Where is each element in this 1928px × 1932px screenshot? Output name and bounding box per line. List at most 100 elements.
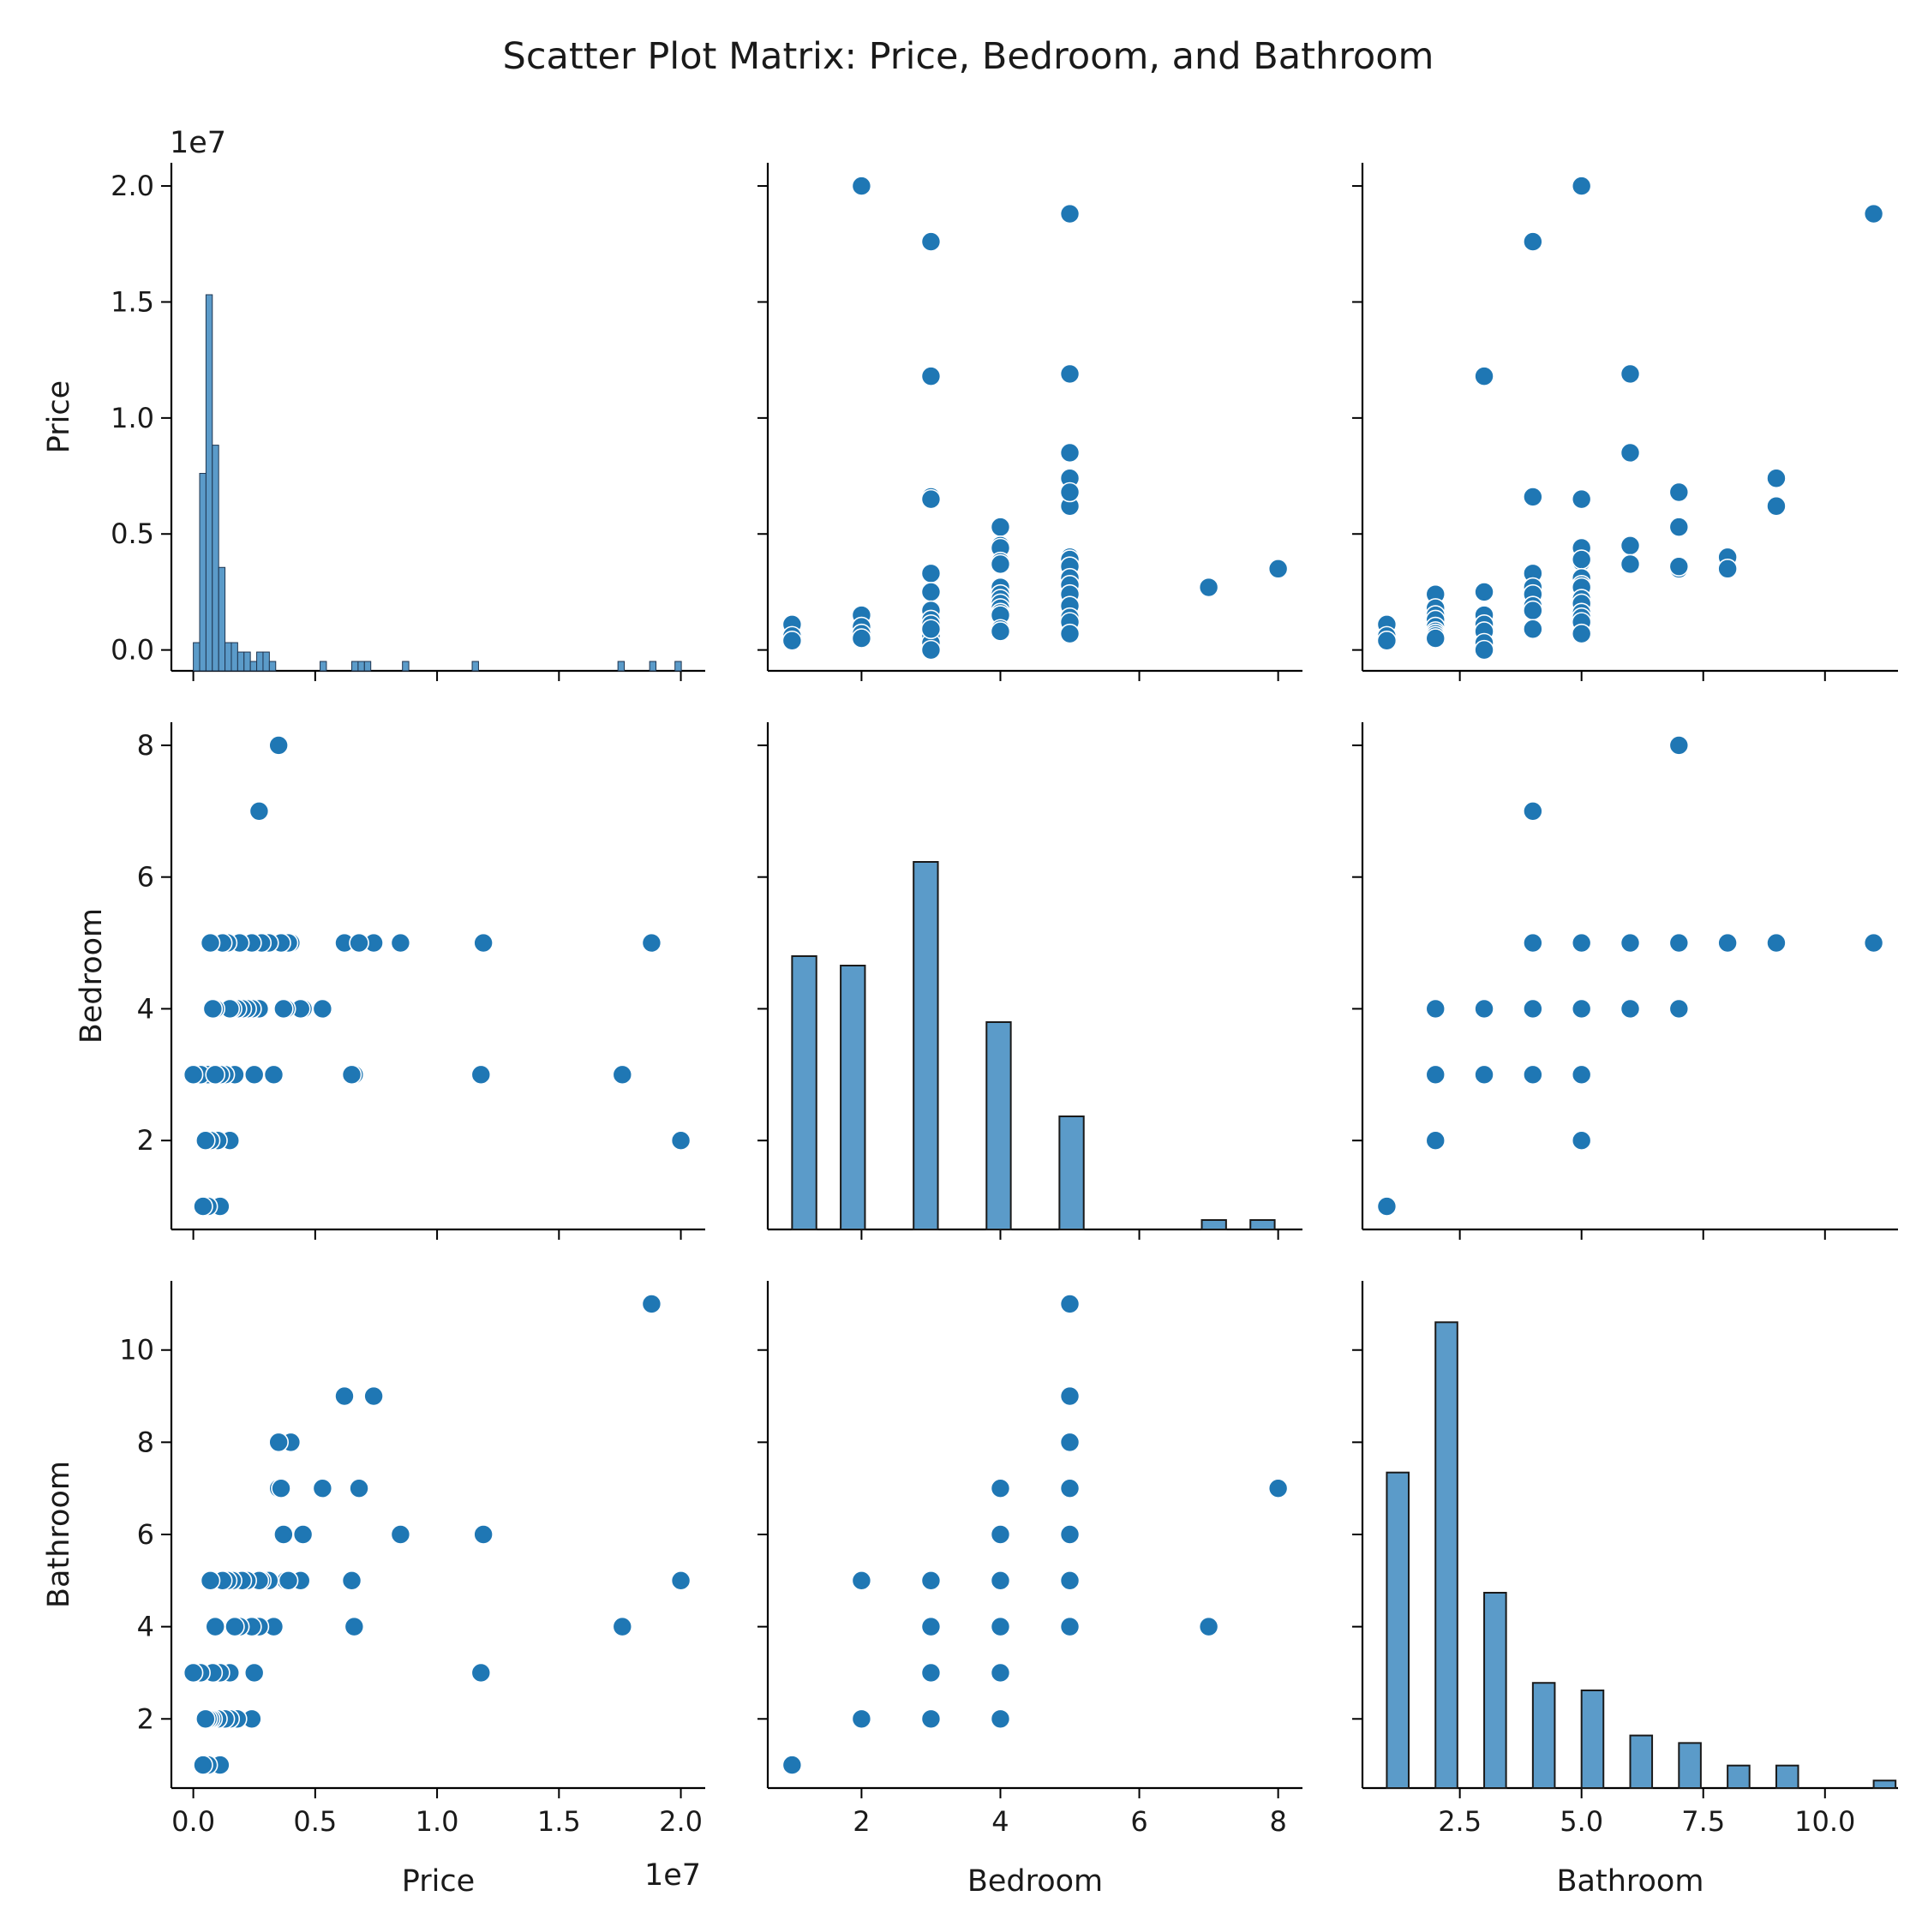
hist-bar-price xyxy=(256,651,264,672)
plot-grid: 0.0 0.5 1.0 1.5 2.0 2 4 6 8 2 4 6 8 10 0.0 0.5 1.0 1.5 2.0… xyxy=(42,126,1898,1899)
hist-bar-price xyxy=(231,642,238,672)
scatter-point xyxy=(1571,176,1592,196)
scatter-point xyxy=(920,1570,942,1591)
hist-bar-price xyxy=(199,473,207,672)
scatter-point xyxy=(1766,495,1787,517)
scatter-point xyxy=(1620,932,1641,954)
scatter-point xyxy=(1571,1130,1592,1151)
scatter-point xyxy=(268,1432,289,1453)
scatter-point xyxy=(990,1616,1011,1637)
y-axis-label-price: Price xyxy=(42,380,76,453)
scatter-point xyxy=(349,932,369,954)
scatter-point xyxy=(920,231,942,252)
scatter-point xyxy=(1059,1616,1081,1637)
scatter-point xyxy=(670,1570,692,1591)
scatter-point xyxy=(1425,998,1446,1020)
y-tick-label: 8 xyxy=(137,1426,154,1458)
scatter-point xyxy=(363,1385,384,1407)
scatter-point xyxy=(920,582,942,602)
scatter-point xyxy=(200,1570,221,1591)
scatter-point xyxy=(920,563,942,584)
scatter-point xyxy=(1766,468,1787,489)
scatter-point xyxy=(851,176,872,196)
chart-title: Scatter Plot Matrix: Price, Bedroom, and… xyxy=(503,35,1434,78)
hist-bar-price xyxy=(193,642,201,672)
hist-bar-price xyxy=(363,661,372,672)
scatter-point xyxy=(1571,932,1592,954)
scatter-point xyxy=(195,1708,216,1730)
scatter-point xyxy=(334,1385,355,1407)
x-tick-label: 4 xyxy=(991,1805,1009,1838)
x-tick-label: 8 xyxy=(1269,1805,1286,1838)
scatter-point xyxy=(1523,932,1543,954)
scatter-point xyxy=(1267,559,1289,579)
scatter-point xyxy=(920,619,942,640)
y-tick-label: 10 xyxy=(119,1334,154,1367)
scatter-point xyxy=(1863,203,1884,224)
hist-bar-bedroom xyxy=(1201,1219,1227,1230)
scatter-point xyxy=(1523,800,1543,822)
x-tick-label: 10.0 xyxy=(1794,1805,1855,1838)
hist-bar-bedroom xyxy=(840,965,866,1230)
scatter-point xyxy=(205,1064,226,1086)
scatter-point xyxy=(1717,559,1738,579)
scatter-point xyxy=(1523,600,1543,621)
scatter-point xyxy=(341,1064,362,1086)
hist-bar-bedroom xyxy=(1249,1219,1276,1230)
hist-bar-bathroom xyxy=(1629,1734,1654,1789)
scatter-point xyxy=(1059,442,1081,464)
scatter-point xyxy=(1523,231,1543,252)
scatter-point xyxy=(612,1616,633,1637)
scatter-point xyxy=(781,630,803,651)
scatter-point xyxy=(1198,577,1219,598)
scatter-point xyxy=(990,517,1011,537)
scatter-point xyxy=(1523,1064,1543,1086)
hist-bar-bedroom xyxy=(1058,1116,1085,1230)
scatter-point xyxy=(1668,556,1690,577)
scatter-point xyxy=(1620,363,1641,385)
scatter-point xyxy=(205,1616,226,1637)
scatter-point xyxy=(1571,549,1592,570)
scatter-point xyxy=(183,1662,204,1684)
y-tick-label: 0.0 xyxy=(111,634,154,667)
scatter-point xyxy=(1668,735,1690,756)
scatter-point xyxy=(193,1196,213,1217)
hist-bar-bathroom xyxy=(1775,1764,1799,1790)
hist-bar-bedroom xyxy=(791,955,817,1230)
scatter-point xyxy=(990,1478,1011,1498)
y-axis-label-bathroom: Bathroom xyxy=(42,1461,76,1608)
scatter-point xyxy=(612,1064,633,1086)
hist-bar-price xyxy=(268,661,277,672)
y-tick-label: 0.5 xyxy=(111,517,154,550)
hist-bar-price xyxy=(243,651,251,672)
scatter-point xyxy=(851,628,872,649)
scatter-point xyxy=(263,1064,284,1086)
hist-bar-bedroom xyxy=(985,1021,1012,1230)
scatter-point xyxy=(1059,203,1081,224)
y-tick-label: 6 xyxy=(137,861,154,894)
scatter-point xyxy=(641,1294,662,1314)
scatter-point xyxy=(1059,1524,1081,1545)
scatter-point xyxy=(202,998,224,1020)
y-tick-label: 2 xyxy=(137,1702,154,1735)
hist-bar-bathroom xyxy=(1483,1592,1507,1789)
hist-bar-bathroom xyxy=(1580,1690,1605,1789)
scatter-point xyxy=(920,639,942,661)
hist-bar-bathroom xyxy=(1872,1779,1897,1789)
scatter-point xyxy=(193,1755,213,1775)
scatter-point xyxy=(1474,639,1494,661)
x-tick-label: 1.0 xyxy=(416,1805,459,1838)
scatter-point xyxy=(292,1524,314,1545)
scatter-point xyxy=(1059,482,1081,503)
y-tick-label: 6 xyxy=(137,1518,154,1551)
hist-bar-bathroom xyxy=(1434,1321,1458,1790)
y-axis-label-bedroom: Bedroom xyxy=(75,908,109,1044)
hist-bar-price xyxy=(249,661,258,672)
scatter-point xyxy=(1766,932,1787,954)
scatter-point xyxy=(1474,366,1494,386)
scatter-point xyxy=(1620,535,1641,556)
scatter-point xyxy=(1474,1064,1494,1086)
scatter-point xyxy=(390,1524,411,1545)
hist-bar-price xyxy=(402,661,410,672)
